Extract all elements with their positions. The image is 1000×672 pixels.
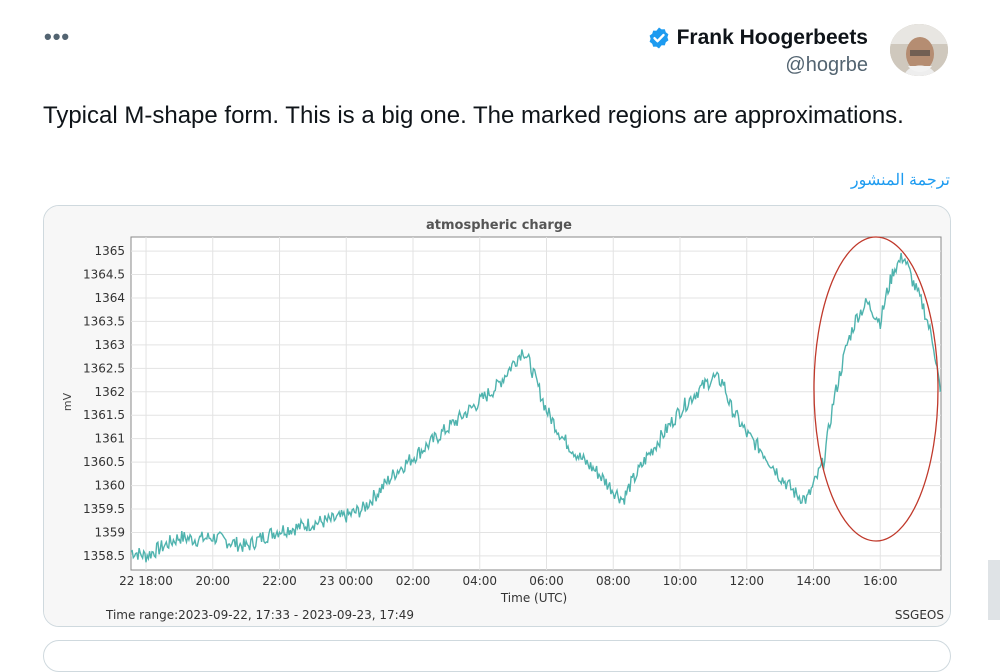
author-block[interactable]: Frank Hoogerbeets @hogrbe <box>647 26 868 77</box>
y-tick-label: 1360.5 <box>83 455 125 469</box>
marked-region-ellipse <box>813 236 939 542</box>
y-tick-label: 1359 <box>94 525 125 539</box>
avatar[interactable] <box>890 24 948 76</box>
x-tick-label: 22:00 <box>262 574 297 588</box>
y-tick-label: 1359.5 <box>83 502 125 516</box>
y-tick-label: 1358.5 <box>83 549 125 563</box>
verified-badge-icon <box>649 27 669 49</box>
x-axis-label: Time (UTC) <box>500 591 567 605</box>
author-name[interactable]: Frank Hoogerbeets <box>676 26 868 49</box>
chart-svg: atmospheric charge 1358.5 1359 1359.5 1360 1… <box>44 206 950 626</box>
x-tick-label: 12:00 <box>729 574 764 588</box>
next-post-card[interactable] <box>43 640 951 672</box>
source-label: SSGEOS <box>895 608 944 622</box>
x-tick-label: 23 00:00 <box>319 574 373 588</box>
x-tick-label: 02:00 <box>396 574 431 588</box>
y-tick-label: 1360 <box>94 479 125 493</box>
time-range-label: Time range:2023-09-22, 17:33 - 2023-09-2… <box>105 608 414 622</box>
y-axis-label: mV <box>61 392 74 411</box>
y-tick-label: 1363 <box>94 338 125 352</box>
y-tick-label: 1364.5 <box>83 268 125 282</box>
tweet-media-chart[interactable]: atmospheric charge 1358.5 1359 1359.5 1360 1… <box>43 205 951 627</box>
plot-area <box>130 236 942 571</box>
x-tick-label: 14:00 <box>796 574 831 588</box>
y-tick-label: 1364 <box>94 291 125 305</box>
y-tick-label: 1361 <box>94 432 125 446</box>
x-tick-label: 10:00 <box>663 574 698 588</box>
more-options-icon[interactable]: ••• <box>44 24 71 49</box>
y-tick-label: 1362.5 <box>83 361 125 375</box>
avatar-image <box>890 24 948 76</box>
y-tick-label: 1362 <box>94 385 125 399</box>
x-tick-label: 16:00 <box>863 574 898 588</box>
x-tick-label: 22 18:00 <box>119 574 173 588</box>
author-handle[interactable]: @hogrbe <box>785 54 868 76</box>
y-tick-label: 1361.5 <box>83 408 125 422</box>
x-tick-label: 04:00 <box>462 574 497 588</box>
scrollbar[interactable] <box>988 560 1000 620</box>
chart-title: atmospheric charge <box>426 218 572 233</box>
x-tick-label: 08:00 <box>596 574 631 588</box>
tweet-text: Typical M-shape form. This is a big one.… <box>43 102 904 129</box>
y-tick-label: 1363.5 <box>83 314 125 328</box>
y-tick-label: 1365 <box>94 244 125 258</box>
x-tick-label: 06:00 <box>529 574 564 588</box>
atmospheric-charge-line <box>130 252 941 563</box>
x-tick-label: 20:00 <box>195 574 230 588</box>
translate-post-link[interactable]: ترجمة المنشور <box>850 172 950 189</box>
